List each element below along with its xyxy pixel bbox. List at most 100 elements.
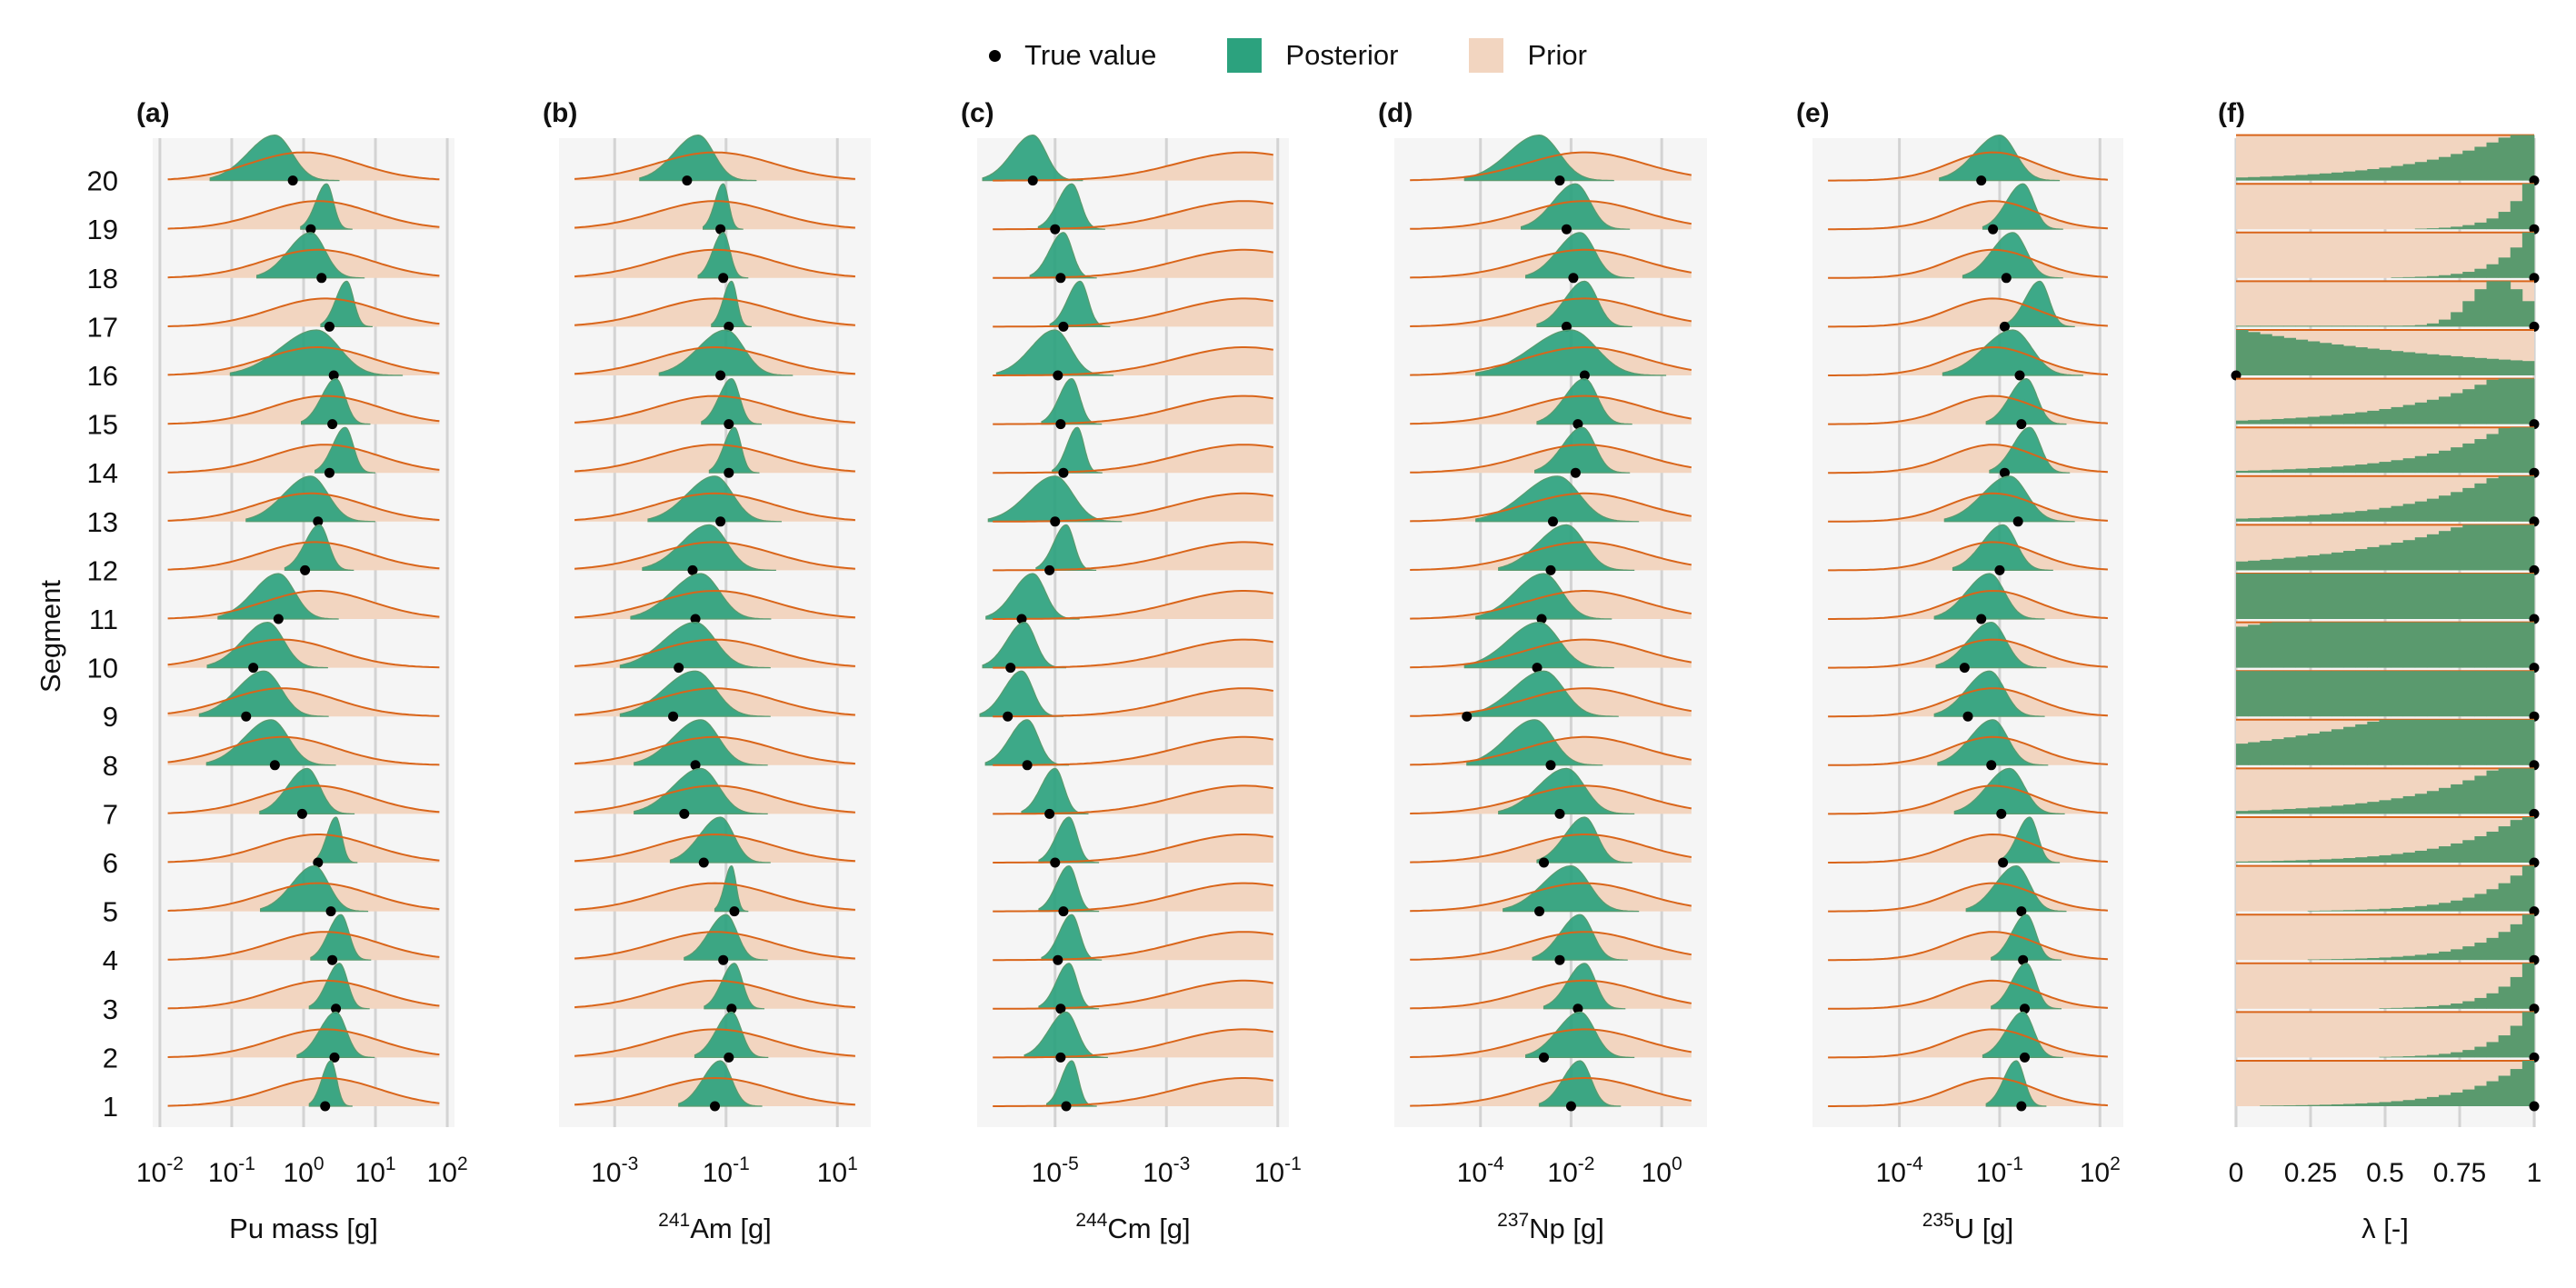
- posterior-bar: [2355, 412, 2368, 424]
- posterior-bar: [2439, 1094, 2451, 1106]
- posterior-bar: [2307, 622, 2321, 668]
- prior-density: [167, 834, 440, 863]
- tick-exponent: -5: [1062, 1153, 1079, 1174]
- posterior-bar: [2271, 325, 2284, 327]
- posterior-bar: [2426, 719, 2440, 765]
- posterior-bar: [2260, 559, 2272, 571]
- posterior-density: [229, 329, 404, 376]
- posterior-density: [1534, 426, 1631, 474]
- posterior-bar: [2283, 418, 2296, 424]
- posterior-bar: [2283, 337, 2296, 375]
- posterior-bar: [2486, 719, 2500, 765]
- prior-outline: [1828, 248, 2108, 279]
- posterior-bar: [2379, 349, 2391, 375]
- posterior-bar: [2343, 171, 2356, 181]
- true-value-marker: [1055, 273, 1066, 284]
- posterior-bar: [2474, 1046, 2487, 1058]
- posterior-bar: [2486, 1042, 2500, 1058]
- posterior-bar: [2331, 172, 2344, 181]
- prior-outline: [1828, 784, 2108, 815]
- posterior-bar: [2486, 1081, 2500, 1106]
- prior-density: [993, 1029, 1273, 1058]
- posterior-bar: [2486, 358, 2500, 375]
- tick-exponent: 2: [2110, 1153, 2121, 1174]
- posterior-bar: [2414, 1055, 2428, 1058]
- posterior-bar: [2402, 404, 2416, 424]
- prior-outline: [1828, 638, 2108, 669]
- posterior-density: [198, 670, 329, 717]
- posterior-bar: [2343, 551, 2356, 571]
- posterior-bar: [2462, 574, 2475, 619]
- posterior-bar: [2451, 355, 2463, 375]
- posterior-bar: [2439, 450, 2451, 474]
- true-value-marker: [1554, 808, 1565, 819]
- posterior-bar: [2462, 272, 2475, 278]
- posterior-bar: [2355, 347, 2368, 375]
- prior-outline: [1828, 735, 2108, 766]
- posterior-bar: [2474, 671, 2487, 717]
- prior-outline: [993, 735, 1273, 766]
- posterior-bar: [2498, 826, 2511, 863]
- posterior-density: [1991, 963, 2062, 1010]
- true-value-marker: [2016, 1101, 2027, 1112]
- posterior-bar: [2462, 356, 2475, 375]
- true-value-marker: [313, 516, 324, 527]
- legend-posterior: Posterior: [1227, 38, 1398, 73]
- posterior-density: [1939, 134, 2061, 182]
- true-value-marker: [2014, 370, 2025, 381]
- posterior-bar: [2367, 509, 2380, 522]
- posterior-density: [711, 280, 752, 327]
- prior-density: [574, 883, 855, 912]
- prior-outline: [167, 687, 440, 717]
- posterior-bar: [2474, 574, 2487, 619]
- posterior-bar: [2498, 137, 2511, 181]
- prior-outline: [1828, 1028, 2108, 1059]
- posterior-density: [1525, 1011, 1635, 1058]
- posterior-bar: [2402, 907, 2416, 912]
- posterior-density: [1952, 524, 2053, 571]
- posterior-bar: [2379, 462, 2391, 474]
- posterior-bar: [2248, 671, 2261, 717]
- prior-outline: [1410, 492, 1692, 523]
- posterior-bar: [2510, 671, 2523, 717]
- posterior-bar: [2355, 671, 2368, 717]
- tick-exponent: 0: [1672, 1153, 1682, 1174]
- posterior-bar: [2451, 274, 2463, 278]
- prior-outline: [574, 248, 855, 278]
- posterior-bar: [2439, 319, 2451, 327]
- posterior-bar: [2521, 719, 2535, 765]
- x-label-superscript: 244: [1075, 1210, 1107, 1231]
- posterior-bar: [2402, 1007, 2416, 1009]
- posterior-bar: [2260, 470, 2272, 474]
- posterior-bar: [2283, 808, 2296, 814]
- true-value-marker: [1568, 273, 1579, 284]
- x-tick-label: 10-3: [591, 1153, 638, 1188]
- posterior-bar: [2379, 167, 2391, 181]
- posterior-bar: [2391, 798, 2404, 814]
- posterior-bar: [2474, 719, 2487, 765]
- true-value-marker: [300, 564, 311, 575]
- posterior-bar: [2462, 443, 2475, 474]
- prior-density: [993, 980, 1273, 1009]
- true-value-marker: [328, 370, 339, 381]
- tick-exponent: -1: [2006, 1153, 2023, 1174]
- true-value-marker: [1005, 663, 1016, 674]
- posterior-bar: [2510, 1025, 2523, 1058]
- true-value-marker: [1565, 1101, 1576, 1112]
- prior-outline: [993, 687, 1273, 718]
- posterior-bar: [2498, 883, 2511, 912]
- true-value-marker: [726, 1003, 737, 1014]
- true-value-marker: [1554, 175, 1565, 186]
- posterior-bar: [2391, 719, 2404, 765]
- prior-outline: [167, 248, 440, 279]
- prior-density: [993, 493, 1273, 522]
- x-tick-label: 10-2: [1547, 1153, 1594, 1188]
- posterior-bar: [2402, 955, 2416, 961]
- posterior-density: [1937, 719, 2049, 766]
- posterior-density: [301, 377, 371, 425]
- panel-3: (d) 10-4 10-2 100 237Np [g]: [1378, 98, 1707, 1244]
- posterior-bar: [2498, 378, 2511, 424]
- prior-density: [993, 298, 1273, 327]
- prior-outline: [1410, 784, 1692, 814]
